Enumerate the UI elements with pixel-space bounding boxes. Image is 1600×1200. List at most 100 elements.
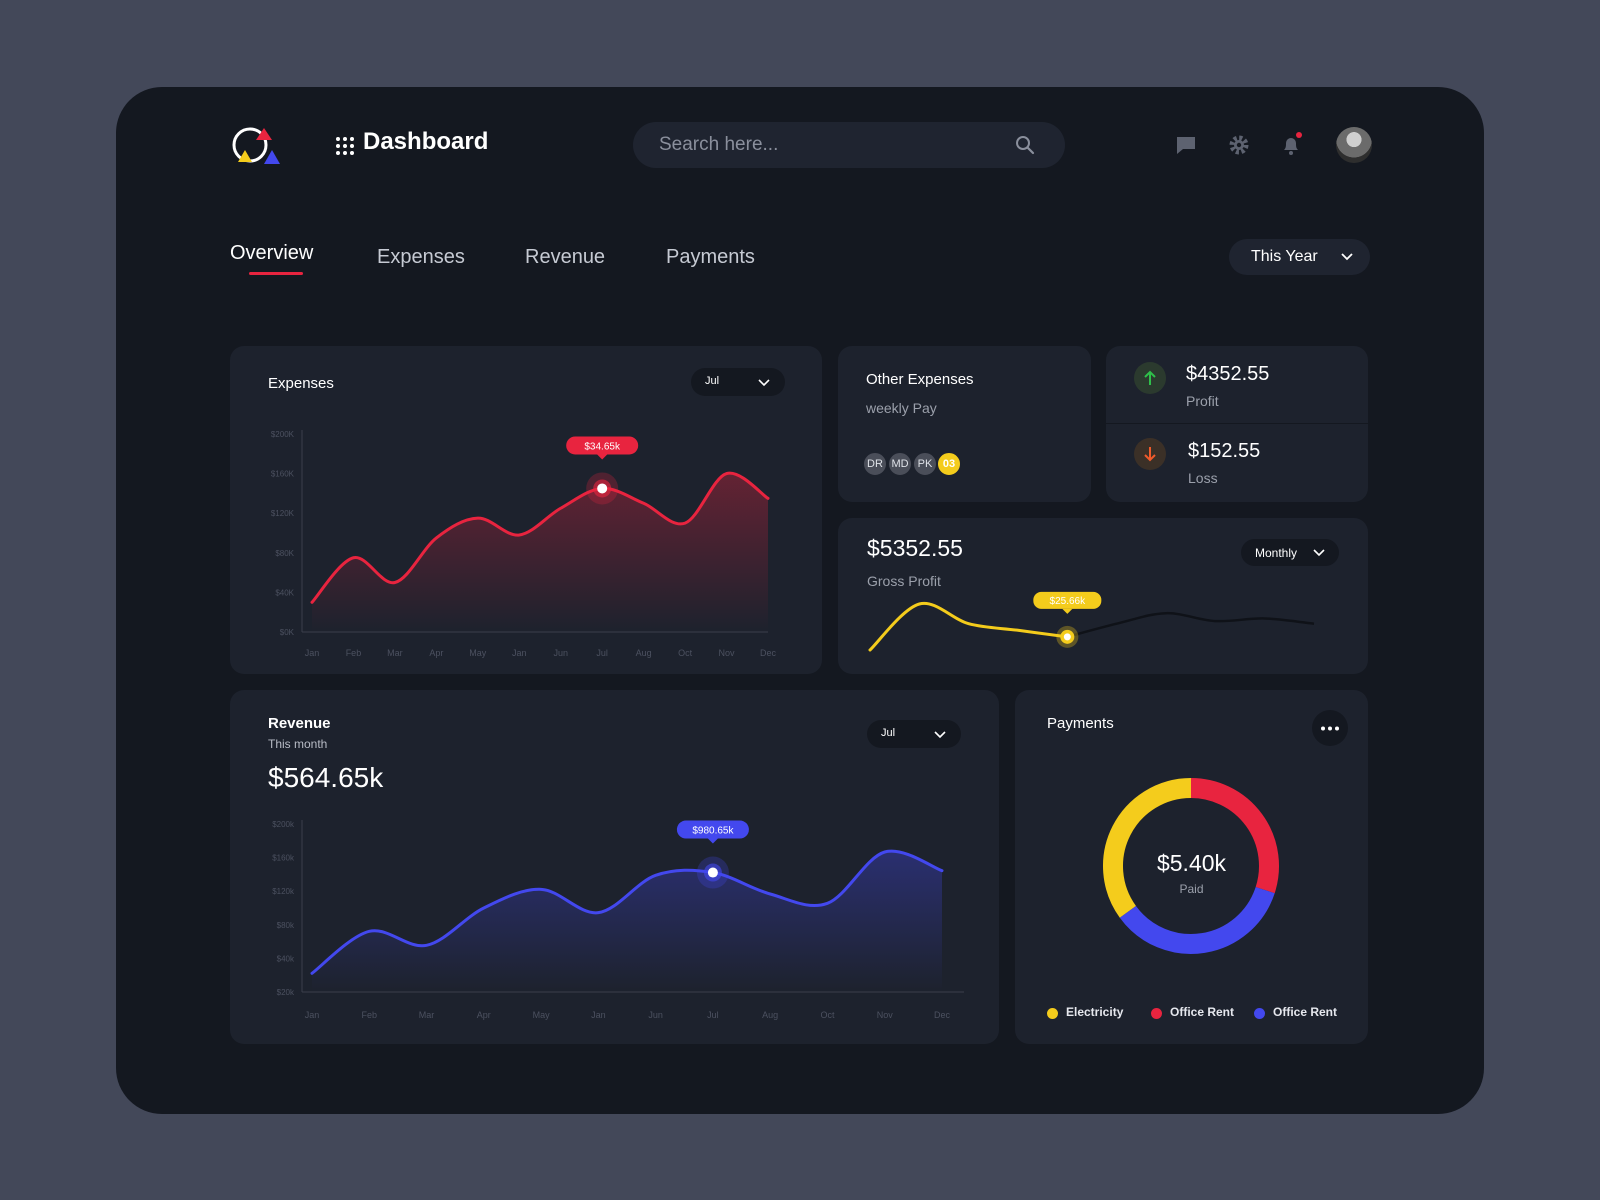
divider [1106, 423, 1368, 424]
x-tick-label: Oct [820, 1010, 835, 1020]
more-options-button[interactable] [1312, 710, 1348, 746]
x-tick-label: May [533, 1010, 551, 1020]
y-tick-label: $200K [271, 430, 295, 439]
legend-electricity: Electricity [1066, 1005, 1124, 1019]
y-tick-label: $160K [271, 470, 295, 479]
y-tick-label: $80K [275, 549, 294, 558]
y-tick-label: $120k [272, 887, 295, 896]
revenue-value: $564.65k [268, 762, 384, 793]
gross-profit-period-value: Monthly [1255, 546, 1298, 560]
donut-center-value: $5.40k [1156, 850, 1227, 876]
profit-label: Profit [1186, 393, 1219, 409]
tooltip-bubble [676, 820, 749, 839]
search-input[interactable] [659, 122, 999, 168]
active-tab-indicator [249, 272, 303, 275]
avatar-dr[interactable]: DR [862, 451, 888, 477]
legend-office-rent-2: Office Rent [1273, 1005, 1338, 1019]
tooltip-bubble [566, 436, 639, 455]
gear-icon[interactable] [1226, 132, 1252, 158]
legend-dot-office-rent-2 [1254, 1008, 1265, 1019]
x-tick-label: Mar [419, 1010, 435, 1020]
tab-payments[interactable]: Payments [666, 246, 755, 268]
expenses-chart: $200K $160K $120K $80K $40K $0K Jan Feb Mar Apr Ma… [271, 430, 777, 658]
y-tick-label: $120K [271, 509, 295, 518]
y-tick-label: $160k [272, 854, 295, 863]
x-tick-label: Nov [877, 1010, 894, 1020]
more-horizontal-icon [1321, 726, 1339, 731]
x-tick-label: Feb [346, 648, 362, 658]
x-tick-label: Jan [305, 1010, 320, 1020]
chat-icon[interactable] [1173, 132, 1199, 158]
legend-dot-office-rent [1151, 1008, 1162, 1019]
legend-office-rent: Office Rent [1170, 1005, 1235, 1019]
more-avatars-badge[interactable]: 03 [936, 451, 962, 477]
highlight-point [597, 483, 608, 494]
highlight-point [707, 867, 718, 878]
x-tick-label: Nov [719, 648, 736, 658]
profit-loss-card: $4352.55 Profit $152.55 Loss [1106, 346, 1368, 502]
x-tick-label: Aug [636, 648, 652, 658]
y-tick-label: $0K [280, 628, 295, 637]
revenue-card: Revenue This month $564.65k Jul $200k $16… [230, 690, 999, 1044]
tooltip-pointer [597, 454, 608, 460]
expenses-month-select[interactable]: Jul [691, 368, 785, 396]
x-tick-label: Mar [387, 648, 403, 658]
x-tick-label: Dec [760, 648, 777, 658]
avatar-md[interactable]: MD [887, 451, 913, 477]
donut-segment [1119, 886, 1275, 954]
page-title: Dashboard [363, 128, 489, 155]
y-tick-label: $200k [272, 820, 295, 829]
loss-label: Loss [1188, 470, 1218, 486]
other-expenses-subtitle: weekly Pay [866, 400, 937, 416]
gross-profit-period-select[interactable]: Monthly [1241, 539, 1339, 566]
tab-overview[interactable]: Overview [230, 242, 314, 264]
avatar-pk[interactable]: PK [912, 451, 938, 477]
revenue-subtitle: This month [268, 737, 328, 751]
arrow-up-icon [1134, 362, 1166, 394]
x-tick-label: Jun [648, 1010, 663, 1020]
tooltip-bubble [1033, 591, 1102, 609]
payments-card: Payments $5.40k Paid Electricity Office … [1015, 690, 1368, 1044]
profit-value: $4352.55 [1186, 363, 1270, 385]
donut-center-label: Paid [1179, 882, 1204, 896]
revenue-month-value: Jul [881, 727, 896, 739]
revenue-title: Revenue [268, 715, 331, 732]
y-tick-label: $20k [277, 988, 295, 997]
x-tick-label: Aug [762, 1010, 778, 1020]
tab-revenue[interactable]: Revenue [525, 246, 606, 268]
x-tick-label: Jul [596, 648, 608, 658]
x-tick-label: Apr [429, 648, 443, 658]
series-area [312, 473, 768, 632]
gross-profit-card: $5352.55 Gross Profit Monthly $25.66k [838, 518, 1368, 674]
other-expenses-card: Other Expenses weekly Pay [838, 346, 1091, 502]
tooltip-pointer [707, 838, 718, 844]
apps-grid-icon[interactable] [336, 137, 354, 155]
series-line [310, 471, 770, 604]
x-tick-label: Jul [707, 1010, 719, 1020]
chevron-down-icon [1313, 549, 1325, 557]
donut-segment [1190, 778, 1279, 894]
period-select[interactable]: This Year [1229, 239, 1370, 275]
payments-title: Payments [1047, 715, 1114, 732]
y-tick-label: $40k [277, 954, 295, 963]
app-logo[interactable] [230, 124, 290, 170]
chevron-down-icon [758, 379, 770, 387]
revenue-month-select[interactable]: Jul [867, 720, 961, 748]
y-tick-label: $40K [275, 588, 294, 597]
tooltip-label: $25.66k [1050, 596, 1087, 607]
chevron-down-icon [1341, 253, 1353, 261]
search-icon[interactable] [1015, 135, 1035, 155]
x-tick-label: Feb [362, 1010, 378, 1020]
x-tick-label: Jun [553, 648, 568, 658]
gross-profit-value: $5352.55 [867, 535, 963, 561]
expenses-month-value: Jul [705, 375, 720, 387]
tooltip-pointer [1062, 608, 1073, 614]
tab-expenses[interactable]: Expenses [377, 246, 465, 268]
gross-profit-line [868, 601, 1069, 652]
bell-icon[interactable] [1278, 132, 1304, 158]
user-avatar[interactable] [1336, 127, 1372, 163]
legend-dot-electricity [1047, 1008, 1058, 1019]
revenue-chart: $200k $160k $120k $80k $40k $20k Jan Feb Mar Apr M… [272, 820, 964, 1020]
search-bar[interactable] [633, 122, 1065, 168]
arrow-down-icon [1134, 438, 1166, 470]
